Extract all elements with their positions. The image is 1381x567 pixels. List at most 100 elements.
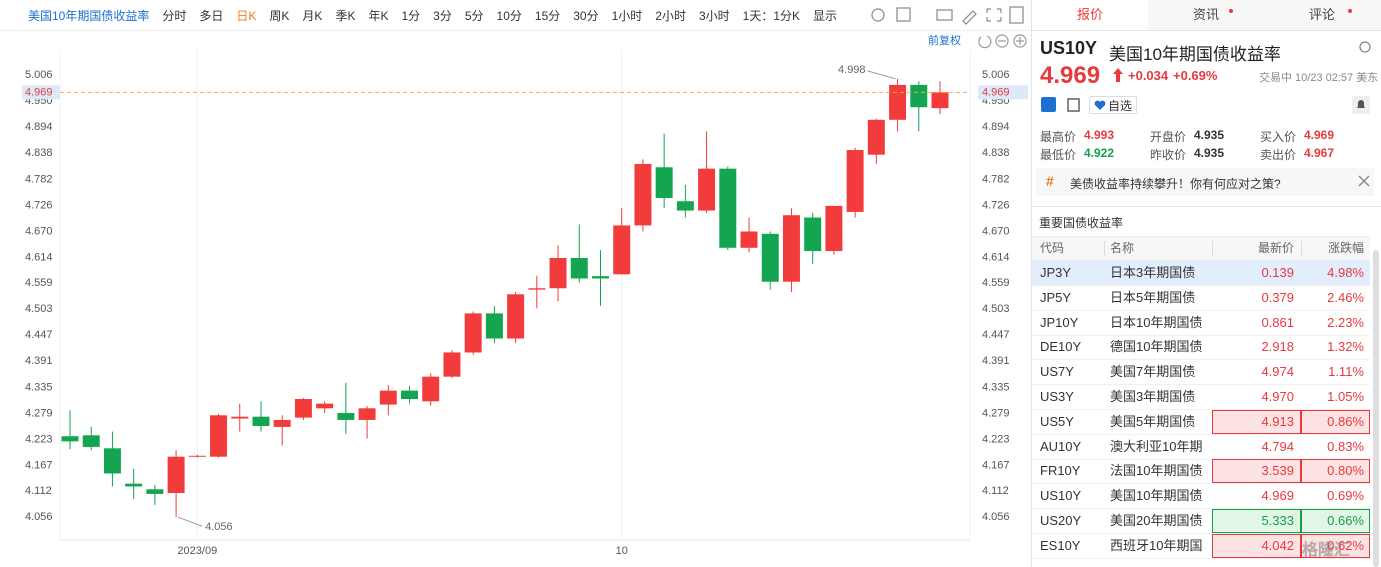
candle-body xyxy=(867,119,885,155)
period-button[interactable]: 1小时 xyxy=(611,8,643,23)
zoom-out-icon[interactable] xyxy=(995,34,1009,48)
table-row[interactable]: ES10Y 西班牙10年期国 4.042 0.62% xyxy=(1032,533,1370,559)
note-icon[interactable] xyxy=(1067,98,1080,112)
reset-icon[interactable] xyxy=(978,35,992,49)
camera-icon[interactable] xyxy=(936,9,953,21)
symbol-name: 美国10年期国债收益率 xyxy=(1109,45,1281,64)
y-tick-label: 4.279 xyxy=(25,407,53,419)
candle-body xyxy=(698,168,716,211)
checkbox-icon[interactable] xyxy=(896,7,911,22)
stat-value: 4.935 xyxy=(1194,146,1225,160)
tab-label[interactable]: 资讯 xyxy=(1192,7,1219,22)
table-row[interactable]: AU10Y 澳大利亚10年期 4.794 0.83% xyxy=(1032,434,1370,460)
period-button[interactable]: 1分 xyxy=(401,8,421,23)
period-button[interactable]: 30分 xyxy=(573,8,599,23)
period-button[interactable]: 年K xyxy=(368,8,389,23)
settings-icon[interactable] xyxy=(871,8,885,22)
stat-value: 4.993 xyxy=(1084,128,1115,142)
symbol: US10Y xyxy=(1040,38,1098,58)
adjust-button[interactable]: 前复权 xyxy=(928,33,961,47)
tag-icon[interactable] xyxy=(1041,97,1056,112)
panel-icon[interactable] xyxy=(1009,6,1024,24)
y-tick-label: 4.447 xyxy=(25,329,53,341)
y-tick-label-right: 4.670 xyxy=(982,225,1010,237)
cell-price: 0.379 xyxy=(1261,289,1294,305)
candle-body xyxy=(210,415,228,457)
candle-body xyxy=(485,313,503,339)
candle-body xyxy=(782,215,800,282)
table-header-cell[interactable]: 最新价 xyxy=(1257,241,1294,255)
draw-icon[interactable] xyxy=(962,10,977,25)
close-icon[interactable] xyxy=(1358,175,1370,187)
period-button[interactable]: 5分 xyxy=(464,8,484,23)
tab[interactable]: 报价 xyxy=(1032,0,1148,30)
candle-body xyxy=(294,399,312,418)
y-tick-label: 4.614 xyxy=(25,251,53,263)
cell-code: US7Y xyxy=(1040,364,1074,380)
period-button[interactable]: 季K xyxy=(335,8,356,23)
cell-code: JP5Y xyxy=(1040,289,1072,305)
cell-name: 日本3年期国债 xyxy=(1110,265,1196,280)
candle-body xyxy=(804,217,822,252)
y-tick-label-right: 4.056 xyxy=(982,511,1010,523)
settings-icon[interactable] xyxy=(1357,39,1373,55)
candle-body xyxy=(931,92,949,109)
candle-body xyxy=(507,294,525,339)
table-row[interactable]: US3Y 美国3年期国债 4.970 1.05% xyxy=(1032,384,1370,410)
period-button[interactable]: 分时 xyxy=(162,8,187,23)
cell-code: AU10Y xyxy=(1040,438,1082,454)
period-button[interactable]: 15分 xyxy=(534,8,561,23)
table-row[interactable]: US5Y 美国5年期国债 4.913 0.86% xyxy=(1032,409,1370,435)
flash-cell xyxy=(1212,509,1301,533)
cell-price: 2.918 xyxy=(1261,339,1294,355)
candle-body xyxy=(103,448,121,474)
period-button[interactable]: 10分 xyxy=(496,8,522,23)
watch-button[interactable]: 自选 xyxy=(1089,96,1137,114)
tab-label[interactable]: 报价 xyxy=(1076,7,1103,22)
table-row[interactable]: JP3Y 日本3年期国债 0.139 4.98% xyxy=(1032,260,1370,286)
fullscreen-icon[interactable] xyxy=(986,8,1002,22)
scrollbar[interactable] xyxy=(1373,250,1379,567)
table-row[interactable]: US10Y 美国10年期国债 4.969 0.69% xyxy=(1032,483,1370,510)
symbol-name[interactable]: 美国10年期国债收益率 xyxy=(28,8,150,23)
period-button[interactable]: 周K xyxy=(269,8,290,23)
x-tick-label: 2023/09 xyxy=(177,545,217,557)
zoom-in-icon[interactable] xyxy=(1013,34,1027,48)
period-button[interactable]: 2小时 xyxy=(655,8,686,23)
candle-body xyxy=(61,436,79,442)
cell-price: 4.794 xyxy=(1261,438,1294,454)
banner-text[interactable]: 美债收益率持续攀升！你有何应对之策? xyxy=(1070,177,1281,191)
cell-price: 4.042 xyxy=(1261,537,1294,553)
cell-name: 美国3年期国债 xyxy=(1110,389,1196,404)
header-divider xyxy=(1301,241,1302,256)
table-row[interactable]: US20Y 美国20年期国债 5.333 0.66% xyxy=(1032,508,1370,534)
cell-code: JP10Y xyxy=(1040,314,1079,330)
candle-body xyxy=(358,408,376,420)
period-button[interactable]: 多日 xyxy=(199,8,224,23)
banner[interactable] xyxy=(1036,168,1374,196)
period-button[interactable]: 月K xyxy=(302,8,323,23)
y-tick-label-right: 4.223 xyxy=(982,433,1010,445)
alert-icon[interactable] xyxy=(1352,96,1370,114)
candle-body xyxy=(528,288,546,290)
header-divider xyxy=(1212,241,1213,256)
tab-label[interactable]: 评论 xyxy=(1308,7,1335,22)
chart-controls[interactable] xyxy=(978,34,1027,49)
period-button[interactable]: 1天：1分K xyxy=(742,8,801,23)
tab[interactable]: 评论 xyxy=(1264,0,1380,30)
table-header-cell[interactable]: 涨跌幅 xyxy=(1327,241,1364,255)
period-button[interactable]: 显示 xyxy=(813,8,838,23)
y-tick-label: 4.056 xyxy=(25,511,53,523)
table-row[interactable]: DE10Y 德国10年期国债 2.918 1.32% xyxy=(1032,334,1370,361)
table-row[interactable]: US7Y 美国7年期国债 4.974 1.11% xyxy=(1032,359,1370,386)
tab[interactable]: 资讯 xyxy=(1148,0,1264,30)
period-button[interactable]: 3小时 xyxy=(698,8,730,23)
table-row[interactable]: JP10Y 日本10年期国债 0.861 2.23% xyxy=(1032,310,1370,336)
flash-cell xyxy=(1212,409,1301,434)
table-row[interactable]: JP5Y 日本5年期国债 0.379 2.46% xyxy=(1032,285,1370,311)
table-row[interactable]: FR10Y 法国10年期国债 3.539 0.80% xyxy=(1032,458,1370,485)
period-button[interactable]: 3分 xyxy=(433,8,452,23)
period-button[interactable]: 日K xyxy=(236,8,257,23)
y-tick-label: 4.223 xyxy=(25,433,53,445)
cell-price: 4.913 xyxy=(1261,413,1294,429)
